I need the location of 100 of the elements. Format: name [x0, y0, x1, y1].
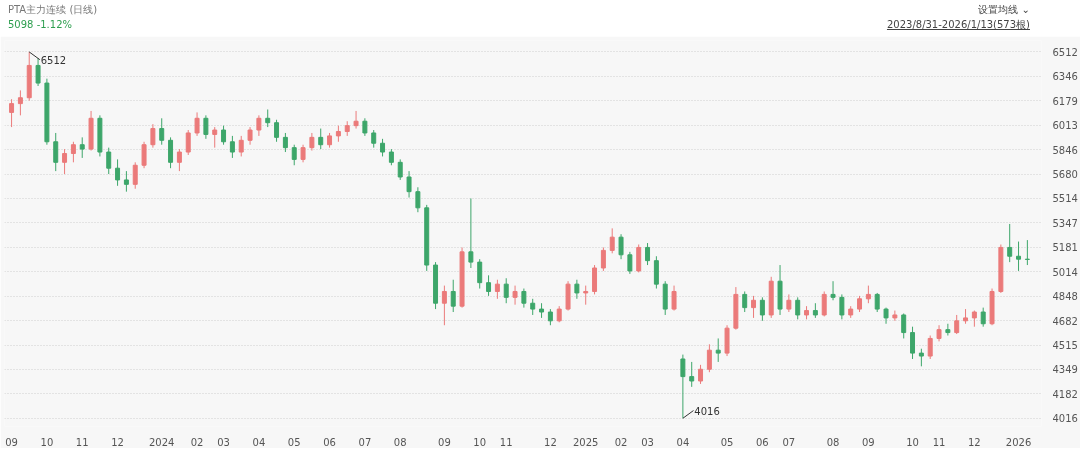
- y-tick-label: 5514: [1052, 193, 1078, 205]
- y-tick-label: 6346: [1052, 71, 1078, 83]
- candlestick: [17, 89, 23, 116]
- x-tick-label: 2026: [1005, 436, 1032, 448]
- candlestick: [671, 285, 677, 312]
- candlestick: [636, 244, 642, 273]
- candlestick: [238, 135, 244, 157]
- candlestick: [291, 144, 297, 166]
- candlestick: [441, 285, 447, 326]
- x-tick-label: 2024: [149, 436, 175, 448]
- x-tick-label: 06: [756, 436, 769, 448]
- x-tick-label: 02: [190, 436, 204, 448]
- y-tick-label: 6179: [1052, 95, 1078, 107]
- text: 设置均线 ⌄: [977, 3, 1030, 17]
- candlestick: [70, 141, 76, 163]
- x-tick-label: 07: [358, 436, 372, 448]
- candlestick: [821, 290, 827, 317]
- candlestick: [212, 126, 218, 149]
- candlestick: [229, 135, 235, 159]
- candlestick: [106, 147, 112, 175]
- candlestick: [477, 258, 483, 290]
- candlestick: [353, 110, 359, 130]
- x-tick-label: 2025: [572, 436, 599, 448]
- x-tick-label: 06: [323, 436, 336, 448]
- candlestick: [609, 227, 615, 254]
- y-tick-label: 4349: [1052, 364, 1078, 376]
- candlestick: [689, 361, 695, 388]
- candlestick: [159, 117, 165, 146]
- candlestick: [618, 233, 624, 260]
- candlestick: [592, 264, 598, 295]
- y-tick-label: 4848: [1052, 291, 1078, 303]
- x-tick-label: 11: [499, 436, 513, 448]
- candlestick: [945, 323, 951, 336]
- candlestick: [1024, 239, 1030, 266]
- candlestick: [185, 129, 191, 156]
- y-tick-label: 5680: [1052, 169, 1078, 181]
- x-tick-label: 04: [676, 436, 690, 448]
- x-tick-label: 10: [40, 436, 54, 448]
- chart-subtitle: 5098 -1.12%: [8, 18, 73, 32]
- annotation: 4016: [694, 405, 720, 417]
- candlestick: [194, 111, 200, 137]
- y-tick-label: 4682: [1052, 315, 1078, 327]
- x-tick-label: 08: [393, 436, 407, 448]
- candlestick: [150, 123, 156, 149]
- candlestick: [415, 186, 421, 213]
- candlestick: [123, 170, 129, 193]
- candlestick: [397, 158, 403, 181]
- candlestick: [583, 285, 589, 306]
- candlestick: [203, 114, 209, 140]
- candlestick: [839, 293, 845, 320]
- x-tick-label: 05: [720, 436, 734, 448]
- candlestick: [406, 170, 412, 199]
- x-tick-label: 08: [826, 436, 840, 448]
- candlestick: [486, 274, 492, 297]
- x-tick-label: 11: [75, 436, 89, 448]
- candlestick: [715, 337, 721, 363]
- candlestick: [830, 280, 836, 301]
- candlestick: [980, 307, 986, 328]
- candlestick: [751, 295, 757, 319]
- candlestick: [742, 290, 748, 313]
- x-tick-label: 04: [252, 436, 266, 448]
- y-tick-label: 6013: [1052, 120, 1078, 132]
- candlestick: [318, 128, 324, 150]
- candlestick: [1007, 223, 1013, 263]
- candlestick: [115, 158, 121, 187]
- x-tick-label: 03: [641, 436, 654, 448]
- candlestick: [892, 310, 898, 322]
- candlestick: [282, 132, 288, 153]
- y-tick-label: 4182: [1052, 388, 1078, 400]
- candlestick: [600, 246, 606, 272]
- candlestick: [874, 292, 880, 313]
- candlestick: [503, 277, 509, 304]
- x-tick-label: 12: [111, 436, 124, 448]
- candlestick: [450, 279, 456, 313]
- candlestick: [274, 119, 280, 143]
- candlestick: [574, 279, 580, 300]
- x-tick-label: 09: [862, 436, 875, 448]
- candlestick: [521, 288, 527, 309]
- candlestick: [494, 279, 500, 300]
- candlestick: [256, 114, 262, 137]
- candlestick: [698, 364, 704, 385]
- y-tick-label: 5846: [1052, 144, 1078, 156]
- x-tick-label: 12: [544, 436, 557, 448]
- y-tick-label: 4515: [1052, 340, 1078, 352]
- x-tick-label: 02: [614, 436, 628, 448]
- y-tick-label: 4016: [1052, 413, 1078, 425]
- candlestick: [468, 197, 474, 269]
- x-tick-label: 05: [287, 436, 301, 448]
- candlestick: [653, 255, 659, 290]
- x-tick-label: 10: [473, 436, 487, 448]
- candlestick: [954, 314, 960, 335]
- x-tick-label: 09: [5, 436, 18, 448]
- y-tick-label: 5347: [1052, 217, 1078, 229]
- x-tick-label: 12: [968, 436, 981, 448]
- candlestick: [79, 136, 85, 159]
- candlestick: [645, 242, 651, 266]
- candlestick: [759, 296, 765, 322]
- candlestick: [795, 296, 801, 320]
- chart-title: PTA主力连续 (日线): [8, 3, 98, 17]
- candlestick: [132, 161, 138, 190]
